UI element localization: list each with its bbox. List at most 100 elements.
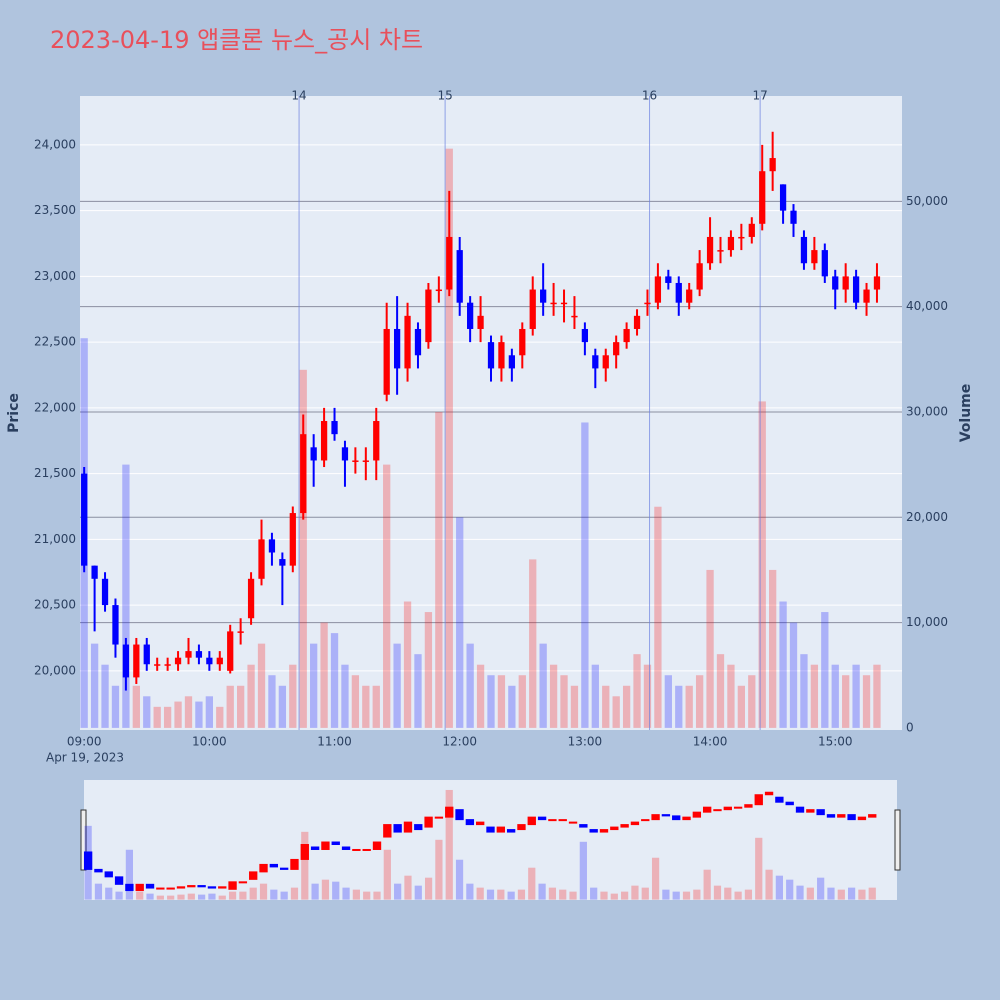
- mini-candle: [723, 806, 732, 811]
- volume-bar: [205, 696, 214, 728]
- volume-bar: [226, 685, 234, 728]
- volume-bar: [508, 685, 516, 728]
- mini-candle: [104, 871, 113, 878]
- y-tick-label: 21,500: [34, 466, 76, 480]
- y2-tick-label: 10,000: [906, 615, 948, 629]
- x-date-label: Apr 19, 2023: [46, 751, 124, 765]
- volume-bar: [299, 369, 307, 728]
- candle-body: [101, 578, 109, 606]
- range-handle[interactable]: [894, 809, 901, 871]
- candle-body: [759, 171, 766, 224]
- volume-bar: [362, 685, 370, 728]
- volume-bar: [560, 675, 568, 728]
- y-tick-label: 22,000: [34, 400, 76, 414]
- mini-candle: [249, 871, 258, 880]
- volume-bar: [842, 675, 850, 728]
- volume-bar: [727, 664, 735, 728]
- mini-candle: [331, 841, 340, 846]
- chart-title: 2023-04-19 앱클론 뉴스_공시 차트: [50, 26, 423, 54]
- mini-volume-bar: [497, 889, 505, 900]
- candle-body: [717, 250, 724, 252]
- range-slider[interactable]: [84, 780, 897, 900]
- volume-bar: [685, 685, 693, 728]
- mini-candle: [775, 796, 784, 803]
- mini-candle: [352, 848, 361, 851]
- candle-body: [425, 289, 432, 343]
- mini-candle: [372, 841, 382, 850]
- candle-body: [769, 158, 776, 172]
- volume-bar: [216, 706, 224, 728]
- mini-volume-bar: [125, 849, 134, 900]
- range-handle[interactable]: [80, 809, 87, 871]
- volume-bar: [393, 643, 401, 728]
- mini-volume-bar: [105, 887, 113, 900]
- candle-body: [81, 473, 88, 566]
- mini-volume-bar: [590, 887, 598, 900]
- volume-bar: [414, 654, 422, 728]
- mini-candle: [568, 821, 578, 824]
- candle-body: [560, 302, 568, 305]
- candle-body: [487, 342, 495, 369]
- candle-body: [404, 315, 411, 369]
- mini-candle: [744, 804, 753, 808]
- mini-candle: [764, 791, 774, 796]
- mini-volume-bar: [208, 893, 216, 900]
- mini-volume-bar: [786, 879, 794, 900]
- mini-candle: [445, 806, 454, 818]
- mini-volume-bar: [662, 889, 670, 900]
- volume-bar: [758, 401, 766, 728]
- y2-tick-label: 40,000: [906, 299, 948, 313]
- mini-candle: [424, 816, 433, 828]
- candle-body: [675, 282, 682, 303]
- candle-body: [112, 605, 119, 645]
- mini-candle: [156, 887, 165, 890]
- mini-candle: [434, 816, 444, 819]
- candle-body: [300, 434, 307, 514]
- volume-bar: [195, 701, 203, 728]
- mini-candle: [641, 819, 650, 822]
- volume-bar: [456, 517, 464, 728]
- mini-volume-bar: [476, 887, 484, 900]
- mini-volume-bar: [115, 891, 123, 900]
- mini-candle: [114, 876, 124, 885]
- mini-volume-bar: [827, 887, 835, 900]
- mini-volume-bar: [383, 849, 391, 900]
- mini-volume-bar: [775, 875, 783, 900]
- candle-body: [258, 539, 265, 579]
- mini-candle: [682, 816, 691, 821]
- candle-body: [164, 664, 171, 666]
- candle-body: [133, 644, 140, 678]
- mini-candle: [393, 824, 402, 833]
- mini-candle: [476, 821, 485, 826]
- mini-candle: [218, 886, 227, 889]
- mini-candle: [713, 809, 722, 812]
- volume-bar: [497, 675, 506, 728]
- mini-volume-bar: [280, 891, 288, 900]
- volume-bar: [247, 664, 255, 728]
- volume-bar: [654, 506, 662, 728]
- mini-candle: [754, 794, 763, 806]
- mini-volume-bar: [424, 877, 433, 900]
- mini-candle: [496, 826, 505, 833]
- candle-body: [91, 565, 98, 579]
- volume-bar: [174, 701, 182, 728]
- mini-candle: [300, 844, 309, 860]
- candle-body: [467, 302, 474, 329]
- mini-volume-bar: [817, 877, 825, 900]
- mini-candle: [661, 814, 671, 817]
- volume-bar: [111, 685, 120, 728]
- volume-bar: [143, 696, 151, 728]
- candle-body: [456, 250, 463, 303]
- candle-body: [800, 236, 808, 264]
- mini-volume-bar: [363, 891, 371, 900]
- volume-bar: [602, 685, 610, 728]
- mini-volume-bar: [177, 894, 185, 900]
- mini-candle: [228, 881, 237, 890]
- mini-volume-bar: [435, 839, 443, 900]
- mini-candle: [517, 824, 526, 831]
- x-tick-label: 12:00: [442, 735, 477, 749]
- candle-body: [174, 657, 182, 665]
- mini-volume-bar: [837, 889, 845, 900]
- candle-body: [154, 664, 161, 666]
- mini-candle: [548, 819, 557, 822]
